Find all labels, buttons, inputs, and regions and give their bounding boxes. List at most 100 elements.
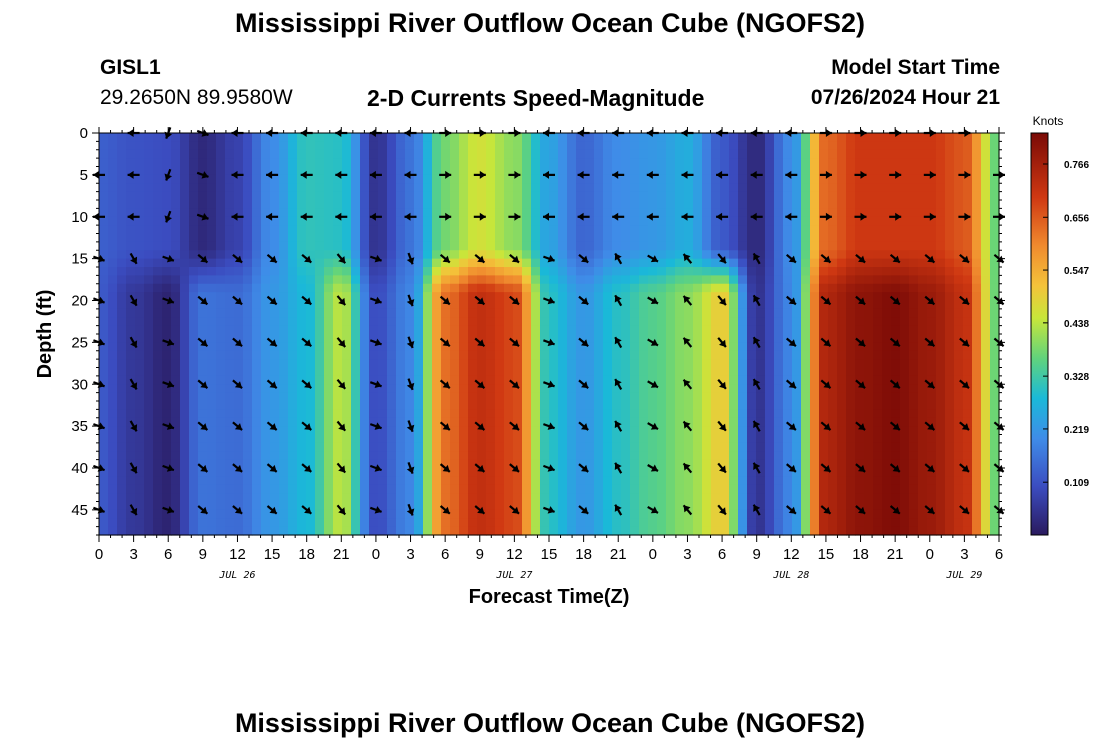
heatmap-cell [153, 392, 163, 402]
heatmap-cell [765, 417, 775, 427]
heatmap-cell [378, 518, 388, 528]
heatmap-cell [657, 451, 667, 461]
heatmap-cell [558, 476, 568, 486]
heatmap-cell [846, 275, 856, 285]
heatmap-cell [333, 476, 343, 486]
heatmap-cell [504, 493, 514, 503]
heatmap-cell [342, 233, 352, 243]
heatmap-cell [648, 409, 658, 419]
heatmap-cell [459, 350, 469, 360]
heatmap-cell [540, 359, 550, 369]
heatmap-cell [522, 200, 532, 209]
heatmap-cell [189, 141, 199, 151]
heatmap-cell [225, 334, 235, 343]
heatmap-cell [360, 174, 370, 184]
heatmap-cell [432, 476, 442, 486]
heatmap-cell [666, 158, 676, 168]
heatmap-cell [252, 133, 262, 142]
heatmap-cell [153, 275, 163, 285]
heatmap-cell [810, 149, 820, 159]
heatmap-cell [279, 208, 289, 218]
heatmap-cell [612, 158, 622, 168]
heatmap-cell [423, 267, 433, 276]
heatmap-cell [153, 267, 163, 276]
heatmap-cell [576, 375, 586, 385]
heatmap-cell [837, 317, 847, 327]
heatmap-cell [819, 300, 829, 310]
heatmap-cell [837, 526, 847, 536]
heatmap-cell [819, 342, 829, 352]
heatmap-cell [657, 216, 667, 226]
heatmap-cell [342, 375, 352, 385]
heatmap-cell [333, 149, 343, 159]
heatmap-cell [738, 250, 748, 260]
heatmap-cell [351, 133, 361, 142]
heatmap-cell [711, 225, 721, 235]
heatmap-cell [288, 392, 298, 402]
heatmap-cell [279, 442, 289, 452]
heatmap-cell [729, 434, 739, 444]
heatmap-cell [468, 526, 478, 536]
heatmap-cell [153, 308, 163, 318]
heatmap-cell [180, 208, 190, 218]
heatmap-cell [378, 350, 388, 360]
heatmap-cell [252, 166, 262, 176]
heatmap-cell [297, 451, 307, 461]
heatmap-cell [459, 250, 469, 260]
heatmap-cell [135, 258, 145, 268]
heatmap-cell [459, 208, 469, 218]
heatmap-cell [765, 409, 775, 419]
heatmap-cell [873, 359, 883, 369]
heatmap-cell [675, 434, 685, 444]
heatmap-cell [711, 451, 721, 461]
heatmap-cell [963, 149, 973, 159]
heatmap-cell [180, 401, 190, 410]
heatmap-cell [729, 459, 739, 469]
heatmap-cell [873, 233, 883, 243]
heatmap-cell [819, 367, 829, 377]
heatmap-cell [846, 250, 856, 260]
heatmap-cell [945, 174, 955, 184]
heatmap-cell [153, 493, 163, 503]
current-arrow [924, 295, 936, 306]
heatmap-cell [792, 367, 802, 377]
heatmap-cell [657, 141, 667, 151]
heatmap-cell [630, 216, 640, 226]
heatmap-cell [414, 334, 424, 343]
heatmap-cell [936, 509, 946, 519]
heatmap-cell [153, 518, 163, 528]
heatmap-cell [126, 476, 136, 486]
heatmap-cell [639, 325, 649, 335]
heatmap-cell [198, 501, 208, 511]
heatmap-cell [738, 367, 748, 377]
heatmap-cell [783, 166, 793, 176]
heatmap-cell [252, 149, 262, 159]
heatmap-cell [288, 426, 298, 436]
heatmap-cell [306, 501, 316, 511]
heatmap-cell [918, 216, 928, 226]
heatmap-cell [972, 275, 982, 285]
heatmap-cell [180, 225, 190, 235]
heatmap-cell [675, 300, 685, 310]
heatmap-cell [477, 216, 487, 226]
heatmap-cell [540, 526, 550, 536]
heatmap-cell [747, 468, 757, 477]
heatmap-cell [927, 359, 937, 369]
current-arrow [508, 212, 521, 221]
heatmap-cell [450, 308, 460, 318]
heatmap-cell [99, 191, 109, 201]
heatmap-cell [153, 359, 163, 369]
heatmap-cell [234, 526, 244, 536]
heatmap-cell [540, 468, 550, 477]
heatmap-cell [468, 375, 478, 385]
heatmap-cell [792, 509, 802, 519]
current-arrow [614, 252, 623, 265]
heatmap-cell [432, 468, 442, 477]
heatmap-cell [864, 191, 874, 201]
heatmap-cell [522, 300, 532, 310]
heatmap-cell [351, 141, 361, 151]
heatmap-cell [828, 409, 838, 419]
heatmap-cell [846, 300, 856, 310]
heatmap-cell [900, 233, 910, 243]
heatmap-cell [549, 258, 559, 268]
